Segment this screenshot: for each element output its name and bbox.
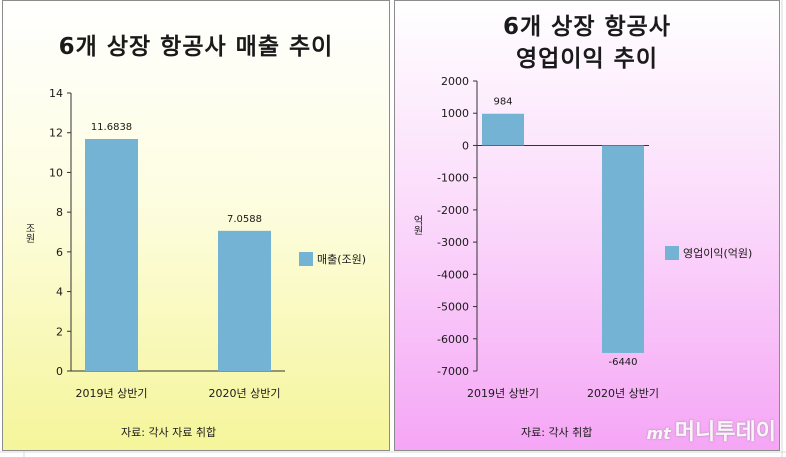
bar-0-0 [85,138,138,371]
revenue-source-note: 자료: 각사 자료 취합 [121,426,217,439]
operating-profit-title-line-2: 영업이익 추이 [516,46,658,72]
y-tick-label: 0 [462,139,469,152]
revenue-chart-title: 6개 상장 항공사 매출 추이 [58,34,334,60]
operating-profit-legend: 영업이익(억원) [665,245,752,261]
operating-profit-y-axis-label: 억원 [411,215,422,235]
bar-0-1 [218,230,271,371]
x-category-label: 2019년 상반기 [76,387,148,400]
revenue-legend-label: 매출(조원) [317,253,367,266]
operating-profit-legend-swatch [665,246,679,260]
y-tick-label: 10 [49,166,63,179]
x-category-label: 2020년 상반기 [209,387,281,400]
y-tick-label: -7000 [437,365,469,378]
y-tick-label: -1000 [437,172,469,185]
watermark: mt 머니투데이 [646,414,776,446]
watermark-logo: mt [646,424,671,443]
y-tick-label: 0 [56,365,63,378]
x-category-label: 2019년 상반기 [467,387,539,400]
bar-1-0 [482,113,524,146]
operating-profit-chart-panel: 6개 상장 항공사 영업이익 추이 2000 1000 0 -1000 -2000 -30… [394,0,780,451]
y-tick-label: -2000 [437,204,469,217]
y-tick-label: -3000 [437,236,469,249]
y-tick-label: 2000 [441,75,469,88]
y-tick-label: 2 [56,325,63,338]
operating-profit-chart-svg: 2000 1000 0 -1000 -2000 -3000 -4000 -5000 -6000 -… [437,75,659,400]
revenue-y-axis-label: 조원 [23,223,34,243]
y-tick-label: -6000 [437,333,469,346]
bar-value-label: -6440 [608,357,637,368]
bar-value-label: 7.0588 [227,214,262,225]
bar-1-1 [602,145,644,353]
y-tick-label: 1000 [441,107,469,120]
operating-profit-source-note: 자료: 각사 취합 [521,426,593,439]
bar-value-label: 11.6838 [91,122,132,133]
y-tick-label: -5000 [437,301,469,314]
y-tick-label: 12 [49,127,63,140]
y-tick-label: 14 [49,87,63,100]
operating-profit-title-line-1: 6개 상장 항공사 [503,14,671,40]
revenue-chart-panel: 6개 상장 항공사 매출 추이 0 2 4 6 8 10 12 14 11.6838 2019년 … [2,0,390,451]
operating-profit-legend-label: 영업이익(억원) [683,247,753,260]
watermark-text: 머니투데이 [674,420,776,445]
y-tick-label: 6 [56,246,63,259]
x-category-label: 2020년 상반기 [587,387,659,400]
y-tick-label: -4000 [437,268,469,281]
y-tick-label: 8 [56,206,63,219]
revenue-legend-swatch [299,252,313,266]
revenue-legend: 매출(조원) [299,251,366,267]
y-tick-label: 4 [56,286,63,299]
revenue-chart-svg: 0 2 4 6 8 10 12 14 11.6838 2019년 상반기 7.0588 2020년 상… [49,87,285,400]
bar-value-label: 984 [493,97,512,108]
